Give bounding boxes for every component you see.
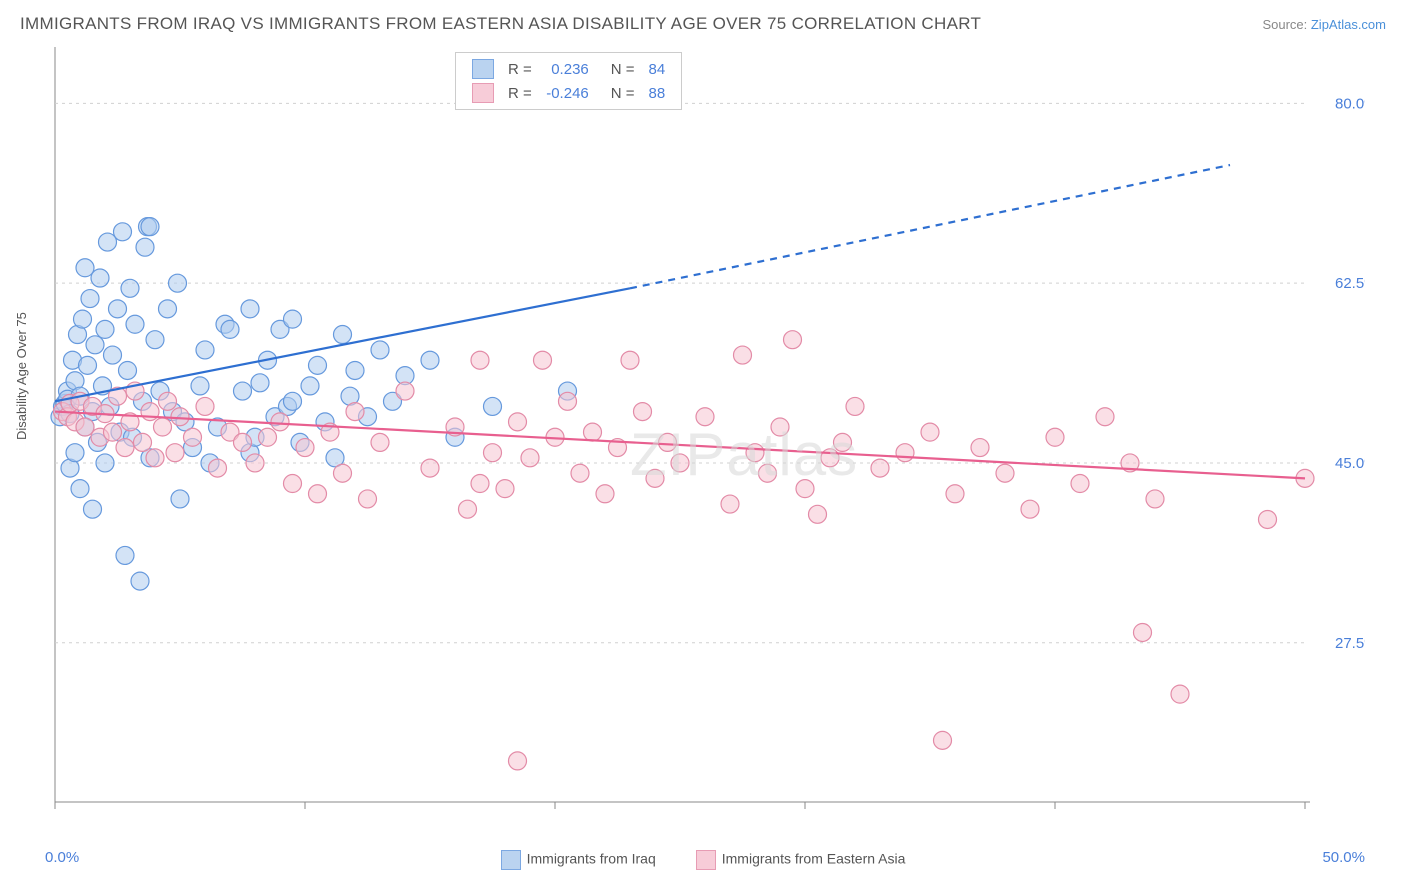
legend-row: R =-0.246N =88 bbox=[466, 82, 671, 104]
r-label: R = bbox=[502, 58, 538, 80]
legend-swatch bbox=[501, 850, 521, 870]
svg-text:45.0%: 45.0% bbox=[1335, 455, 1365, 472]
legend-swatch bbox=[472, 83, 494, 103]
r-value: -0.246 bbox=[540, 82, 595, 104]
n-value: 88 bbox=[643, 82, 672, 104]
legend-swatch bbox=[696, 850, 716, 870]
r-value: 0.236 bbox=[540, 58, 595, 80]
n-label: N = bbox=[597, 82, 641, 104]
chart-area: 27.5% 45.0% 62.5% 80.0% bbox=[45, 42, 1365, 822]
legend-table: R =0.236N =84R =-0.246N =88 bbox=[464, 56, 673, 106]
svg-text:62.5%: 62.5% bbox=[1335, 275, 1365, 292]
source-prefix: Source: bbox=[1262, 17, 1310, 32]
legend-item: Immigrants from Eastern Asia bbox=[696, 850, 906, 870]
correlation-legend: R =0.236N =84R =-0.246N =88 bbox=[455, 52, 682, 110]
chart-title: IMMIGRANTS FROM IRAQ VS IMMIGRANTS FROM … bbox=[20, 14, 981, 34]
r-label: R = bbox=[502, 82, 538, 104]
legend-row: R =0.236N =84 bbox=[466, 58, 671, 80]
scatter-chart-svg: 27.5% 45.0% 62.5% 80.0% bbox=[45, 42, 1365, 822]
y-axis-label: Disability Age Over 75 bbox=[14, 312, 29, 440]
legend-swatch bbox=[472, 59, 494, 79]
legend-item: Immigrants from Iraq bbox=[501, 850, 656, 870]
legend-label: Immigrants from Iraq bbox=[527, 851, 656, 867]
series-legend: Immigrants from Iraq Immigrants from East… bbox=[0, 850, 1406, 870]
svg-text:27.5%: 27.5% bbox=[1335, 635, 1365, 652]
svg-text:80.0%: 80.0% bbox=[1335, 95, 1365, 112]
source-link[interactable]: ZipAtlas.com bbox=[1311, 17, 1386, 32]
n-label: N = bbox=[597, 58, 641, 80]
legend-label: Immigrants from Eastern Asia bbox=[722, 851, 906, 867]
n-value: 84 bbox=[643, 58, 672, 80]
source-line: Source: ZipAtlas.com bbox=[1262, 17, 1386, 32]
